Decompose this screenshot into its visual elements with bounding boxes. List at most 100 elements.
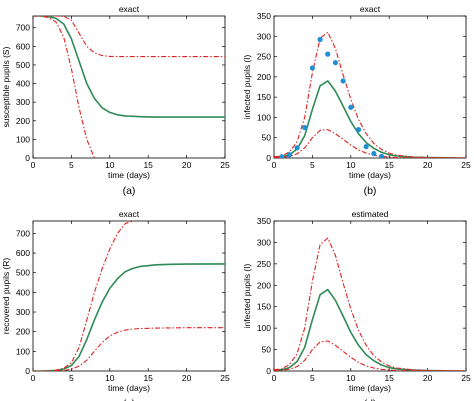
- y-tick-label: 200: [16, 116, 30, 126]
- y-tick-label: 200: [257, 280, 271, 290]
- panel-label: (c): [123, 398, 135, 401]
- panel-label: (d): [364, 398, 377, 401]
- y-tick-label: 500: [16, 60, 30, 70]
- x-tick-label: 25: [461, 373, 471, 383]
- x-tick-label: 15: [143, 160, 153, 170]
- axes-frame: [273, 220, 467, 372]
- x-tick-label: 0: [31, 373, 36, 383]
- series-group: [274, 237, 466, 371]
- y-tick-label: 700: [16, 23, 30, 33]
- series-group: [274, 31, 466, 158]
- x-tick-label: 20: [423, 373, 433, 383]
- data-point: [317, 36, 323, 43]
- chart-title: estimated: [352, 209, 389, 219]
- series-group: [33, 16, 225, 158]
- series-line-bound: [274, 31, 466, 158]
- x-tick-label: 10: [346, 160, 356, 170]
- y-tick-label: 100: [257, 112, 271, 122]
- y-tick-label: 300: [16, 97, 30, 107]
- y-tick-label: 600: [16, 41, 30, 51]
- y-axis-label: susceptible pupils (S): [1, 46, 11, 127]
- x-tick-label: 0: [272, 160, 277, 170]
- y-tick-label: 350: [257, 216, 271, 226]
- x-tick-label: 15: [384, 373, 394, 383]
- y-axis-label: recovered pupils (R): [1, 258, 11, 335]
- chart-panel-2: 0 5 10 15 20 25050100150200250300350exacttime…: [242, 4, 471, 197]
- data-point: [302, 124, 308, 131]
- data-point: [286, 152, 292, 158]
- x-tick-label: 15: [384, 160, 394, 170]
- y-tick-label: 300: [257, 31, 271, 41]
- y-tick-label: 250: [257, 259, 271, 269]
- series-line-main: [33, 16, 225, 118]
- y-tick-label: 100: [16, 134, 30, 144]
- y-tick-label: 100: [16, 346, 30, 356]
- y-tick-label: 100: [257, 323, 271, 333]
- y-tick-label: 700: [16, 228, 30, 238]
- y-tick-label: 150: [257, 302, 271, 312]
- x-tick-label: 5: [69, 373, 74, 383]
- series-line-bound: [33, 327, 225, 371]
- y-tick-label: 0: [25, 153, 30, 163]
- data-point: [340, 78, 346, 84]
- x-tick-label: 5: [310, 160, 315, 170]
- y-tick-label: 50: [262, 133, 272, 143]
- chart-title: exact: [119, 4, 140, 14]
- series-line-bound: [274, 129, 466, 158]
- y-tick-label: 50: [262, 345, 272, 355]
- data-point: [309, 65, 315, 71]
- series-line-main: [33, 263, 225, 371]
- y-tick-label: 400: [16, 79, 30, 89]
- x-tick-label: 20: [182, 373, 192, 383]
- x-tick-label: 5: [69, 160, 74, 170]
- data-point: [294, 145, 300, 151]
- data-point: [348, 104, 354, 110]
- y-tick-label: 250: [257, 52, 271, 62]
- y-tick-label: 300: [257, 237, 271, 247]
- y-tick-label: 200: [16, 327, 30, 337]
- y-tick-label: 350: [257, 11, 271, 21]
- x-tick-label: 10: [346, 373, 356, 383]
- series-line-bound: [33, 16, 225, 58]
- chart-title: exact: [360, 4, 381, 14]
- x-tick-label: 0: [31, 160, 36, 170]
- data-point: [371, 150, 377, 157]
- chart-title: exact: [119, 209, 140, 219]
- series-line-main: [274, 288, 466, 371]
- series-line-bound: [33, 16, 95, 158]
- x-tick-label: 5: [310, 373, 315, 383]
- y-tick-label: 600: [16, 248, 30, 258]
- y-tick-label: 300: [16, 307, 30, 317]
- x-axis-label: time (days): [349, 383, 391, 393]
- data-point: [332, 60, 339, 66]
- chart-panel-3: 0 5 10 15 20 25 0 100 200 300 400 500 600 700 exact tim…: [1, 209, 230, 401]
- data-point: [355, 127, 362, 133]
- data-point: [279, 154, 285, 158]
- series-line-bound: [33, 221, 133, 371]
- panel-label: (a): [123, 185, 136, 197]
- x-axis-label: time (days): [108, 170, 150, 180]
- axes-frame: [32, 220, 226, 372]
- chart-panel-4: 0 5 10 15 20 25050100150200250300350estimated…: [242, 209, 471, 401]
- series-group: [33, 221, 225, 371]
- data-point: [378, 153, 385, 158]
- x-tick-label: 25: [220, 160, 230, 170]
- series-line-bound: [274, 237, 466, 371]
- x-axis-label: time (days): [349, 170, 391, 180]
- x-tick-label: 15: [143, 373, 153, 383]
- y-tick-label: 200: [257, 72, 271, 82]
- x-tick-label: 25: [220, 373, 230, 383]
- panel-label: (b): [364, 185, 377, 197]
- x-tick-label: 0: [272, 373, 277, 383]
- chart-panel-1: 0 5 10 15 20 25 0 100 200 300 400 500 600 700 exact tim…: [1, 4, 230, 197]
- series-line-bound: [274, 340, 466, 371]
- x-tick-label: 20: [182, 160, 192, 170]
- y-tick-label: 150: [257, 92, 271, 102]
- axes-frame: [32, 15, 226, 159]
- data-point: [363, 144, 369, 150]
- y-axis-label: infected pupils (I): [242, 263, 252, 328]
- y-tick-label: 400: [16, 287, 30, 297]
- x-tick-label: 10: [105, 160, 115, 170]
- y-tick-label: 0: [25, 366, 30, 376]
